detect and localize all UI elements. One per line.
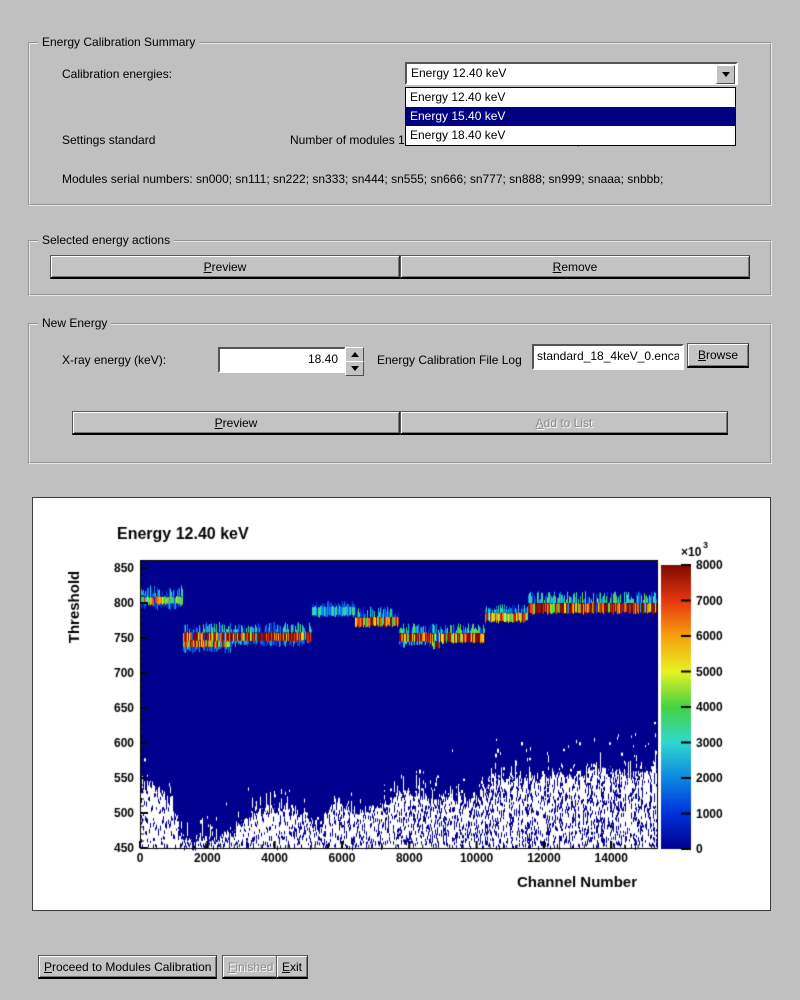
- file-log-label: Energy Calibration File Log: [377, 353, 522, 367]
- preview-new-label: Preview: [214, 415, 258, 430]
- combobox-arrow-button[interactable]: [716, 65, 735, 84]
- combobox-value: Energy 12.40 keV: [411, 66, 507, 80]
- combobox-dropdown-list: Energy 12.40 keV Energy 15.40 keV Energy…: [405, 87, 736, 146]
- spin-up-button[interactable]: [345, 347, 364, 362]
- dropdown-item-energy-15-40[interactable]: Energy 15.40 keV: [406, 107, 735, 126]
- proceed-label: Proceed to Modules Calibration: [44, 959, 212, 974]
- preview-selected-button[interactable]: Preview: [50, 255, 400, 279]
- chevron-down-icon: [721, 72, 730, 77]
- summary-group-title: Energy Calibration Summary: [38, 35, 200, 49]
- exit-label: Exit: [282, 959, 303, 974]
- xray-energy-spinbox[interactable]: 18.40: [218, 347, 364, 376]
- arrow-down-icon: [350, 366, 359, 371]
- threshold-scan-heatmap: [33, 498, 770, 910]
- finished-label: Finished: [228, 959, 274, 974]
- file-log-input[interactable]: standard_18_4keV_0.encal: [532, 344, 684, 370]
- add-to-list-label: Add to List: [535, 415, 593, 430]
- threshold-scan-plot-panel: [32, 497, 771, 911]
- actions-groupbox: Selected energy actions Preview Remove: [28, 233, 772, 296]
- serial-numbers-label: Modules serial numbers: sn000; sn111; sn…: [62, 172, 664, 186]
- calibration-energies-combobox[interactable]: Energy 12.40 keV: [405, 62, 738, 85]
- num-modules-label: Number of modules 12: [290, 133, 412, 147]
- preview-new-button[interactable]: Preview: [72, 411, 400, 435]
- preview-selected-label: Preview: [203, 259, 247, 274]
- file-log-value: standard_18_4keV_0.encal: [537, 349, 679, 363]
- arrow-up-icon: [350, 352, 359, 357]
- summary-groupbox: Energy Calibration Summary Calibration e…: [28, 35, 772, 206]
- add-to-list-button: Add to List: [400, 411, 728, 435]
- xray-energy-value: 18.40: [307, 352, 338, 366]
- calibration-energies-label: Calibration energies:: [62, 67, 173, 81]
- actions-group-title: Selected energy actions: [38, 233, 175, 247]
- exit-button[interactable]: Exit: [276, 955, 309, 979]
- browse-label: Browse: [697, 348, 739, 362]
- spin-down-button[interactable]: [345, 361, 364, 376]
- new-energy-groupbox: New Energy X-ray energy (keV): 18.40 Ene…: [28, 316, 772, 464]
- xray-energy-label: X-ray energy (keV):: [62, 353, 167, 367]
- settings-label: Settings standard: [62, 133, 156, 147]
- remove-button[interactable]: Remove: [400, 255, 750, 279]
- finished-button: Finished: [222, 955, 280, 979]
- new-energy-group-title: New Energy: [38, 316, 112, 330]
- dropdown-item-energy-12-40[interactable]: Energy 12.40 keV: [410, 90, 506, 104]
- remove-label: Remove: [552, 259, 598, 274]
- proceed-to-modules-calibration-button[interactable]: Proceed to Modules Calibration: [38, 955, 218, 979]
- browse-button[interactable]: Browse: [687, 343, 749, 368]
- dropdown-item-energy-18-40[interactable]: Energy 18.40 keV: [410, 128, 506, 142]
